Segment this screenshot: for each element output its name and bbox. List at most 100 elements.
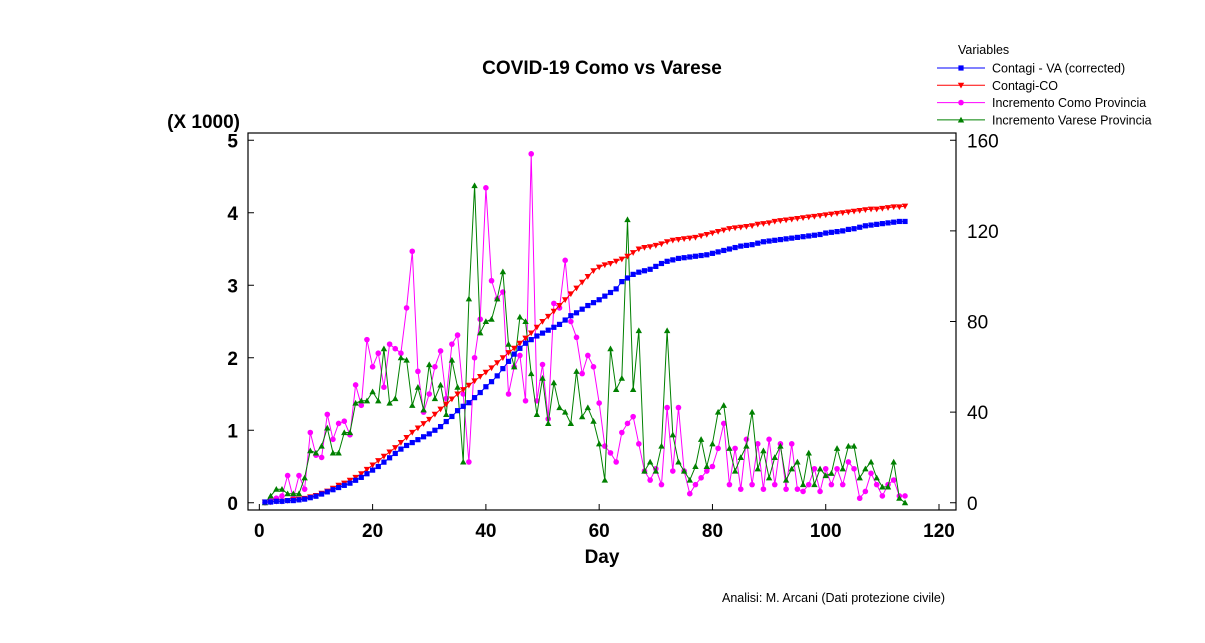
data-point bbox=[528, 370, 535, 377]
data-point bbox=[867, 206, 875, 213]
data-point bbox=[839, 465, 846, 472]
data-point bbox=[636, 441, 642, 447]
data-point bbox=[318, 442, 325, 449]
data-point bbox=[817, 488, 823, 495]
data-point bbox=[448, 356, 456, 363]
data-point bbox=[517, 352, 523, 359]
data-point bbox=[709, 440, 716, 447]
data-point bbox=[743, 436, 750, 443]
data-point bbox=[709, 230, 716, 237]
data-point bbox=[709, 463, 716, 470]
data-point bbox=[629, 386, 637, 393]
data-point bbox=[777, 218, 784, 224]
data-point bbox=[528, 151, 534, 157]
data-point bbox=[590, 268, 597, 274]
legend-entry-label: Contagi-CO bbox=[992, 79, 1058, 93]
data-point bbox=[494, 373, 500, 379]
data-point bbox=[579, 306, 585, 312]
data-point bbox=[833, 445, 841, 451]
data-point bbox=[398, 350, 404, 357]
data-point bbox=[618, 374, 626, 381]
data-point bbox=[505, 358, 512, 364]
data-point bbox=[573, 334, 580, 341]
legend-entry-label: Contagi - VA (corrected) bbox=[992, 62, 1125, 76]
data-point bbox=[630, 413, 636, 420]
data-point bbox=[856, 474, 863, 481]
data-point bbox=[896, 218, 902, 225]
data-point bbox=[369, 364, 376, 370]
data-point bbox=[868, 470, 874, 477]
data-point bbox=[460, 403, 466, 409]
series-line bbox=[265, 220, 905, 503]
data-point bbox=[471, 378, 478, 385]
data-point bbox=[505, 350, 512, 356]
data-point bbox=[890, 477, 897, 483]
data-point bbox=[477, 389, 483, 396]
data-point bbox=[432, 427, 438, 433]
data-point bbox=[516, 313, 524, 320]
data-point bbox=[409, 248, 416, 255]
data-point bbox=[646, 244, 654, 251]
y-left-tick-label: 2 bbox=[227, 349, 238, 370]
data-point bbox=[737, 224, 744, 231]
data-point bbox=[658, 260, 665, 267]
data-point bbox=[669, 237, 676, 244]
data-point bbox=[386, 449, 393, 456]
data-point bbox=[279, 493, 285, 499]
data-point bbox=[443, 418, 449, 425]
data-point bbox=[329, 449, 337, 456]
data-point bbox=[392, 450, 398, 457]
data-point bbox=[607, 260, 614, 267]
data-point bbox=[777, 236, 784, 243]
data-point bbox=[539, 330, 546, 336]
y-right-tick-label: 40 bbox=[967, 403, 988, 424]
data-point bbox=[573, 368, 580, 374]
series-3 bbox=[261, 182, 909, 506]
data-point bbox=[330, 487, 336, 493]
data-point bbox=[748, 408, 756, 415]
data-point bbox=[397, 440, 405, 446]
data-point bbox=[850, 208, 858, 215]
data-point bbox=[687, 254, 693, 260]
data-point bbox=[392, 445, 399, 451]
data-point bbox=[902, 218, 908, 225]
data-point bbox=[460, 387, 467, 393]
data-point bbox=[783, 486, 789, 492]
data-point bbox=[556, 321, 563, 327]
data-point bbox=[641, 467, 648, 474]
y-left-tick-label: 0 bbox=[227, 494, 238, 515]
data-point bbox=[301, 486, 308, 492]
data-point bbox=[590, 417, 597, 424]
x-tick-label: 60 bbox=[589, 521, 610, 542]
data-point bbox=[319, 491, 325, 497]
data-point bbox=[443, 411, 450, 417]
data-point bbox=[731, 225, 739, 232]
y-right-tick-label: 120 bbox=[967, 222, 999, 243]
data-point bbox=[375, 397, 382, 404]
data-point bbox=[629, 250, 637, 256]
data-point bbox=[273, 485, 280, 492]
data-point bbox=[363, 397, 371, 404]
data-point bbox=[358, 397, 365, 404]
data-point bbox=[516, 340, 524, 347]
data-point bbox=[454, 384, 461, 390]
data-point bbox=[652, 467, 660, 474]
data-point bbox=[624, 216, 631, 223]
data-point bbox=[499, 355, 507, 361]
data-point bbox=[754, 465, 761, 472]
data-point bbox=[737, 454, 744, 460]
data-point bbox=[426, 416, 433, 423]
data-point bbox=[806, 233, 812, 239]
data-point bbox=[794, 458, 801, 465]
data-point bbox=[874, 221, 880, 227]
data-point bbox=[636, 269, 642, 275]
data-point bbox=[352, 399, 359, 406]
data-point bbox=[868, 222, 874, 228]
data-point bbox=[358, 471, 365, 477]
data-point bbox=[375, 463, 381, 470]
data-point bbox=[534, 333, 540, 339]
data-point bbox=[488, 277, 495, 284]
data-point bbox=[845, 209, 852, 216]
data-point bbox=[839, 210, 846, 216]
data-point bbox=[578, 413, 586, 420]
